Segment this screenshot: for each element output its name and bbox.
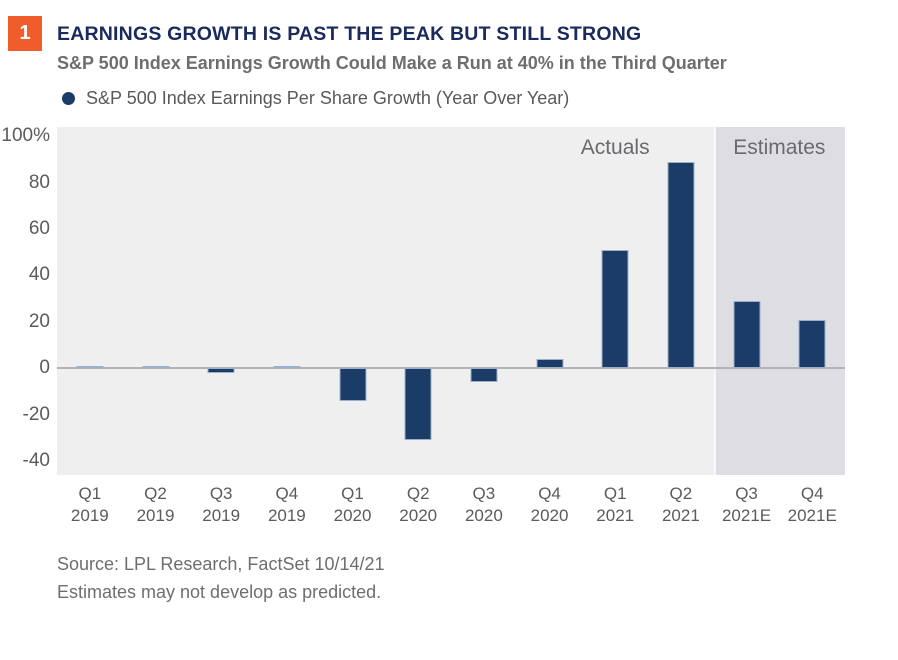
x-tick-q4-2021e: Q4 2021E [787,484,837,525]
figure-title: EARNINGS GROWTH IS PAST THE PEAK BUT STI… [57,23,642,45]
bar-q2-2021 [667,161,695,369]
x-tick-q2-2019: Q2 2019 [136,484,175,525]
bar-q3-2019 [207,368,235,373]
legend: S&P 500 Index Earnings Per Share Growth … [62,88,569,109]
disclaimer-line: Estimates may not develop as predicted. [57,581,382,602]
figure-number-badge: 1 [8,16,42,51]
x-tick-q2-2020: Q2 2020 [399,484,438,525]
x-tick-q1-2019: Q1 2019 [70,484,109,525]
bar-q1-2019 [76,365,104,369]
x-tick-q3-2019: Q3 2019 [202,484,241,525]
x-axis-ticks: Q1 2019 Q2 2019 Q3 2019 Q4 2019 Q1 2020 Q2 2020 Q3 20… [57,483,845,527]
zero-axis-line [57,367,845,370]
chart-plot-area: Actuals Estimates [57,127,845,475]
bar-q2-2020 [404,368,432,441]
bar-q2-2019 [142,365,169,369]
y-tick-0: 0 [39,357,50,379]
x-tick-q4-2019: Q4 2019 [267,484,306,525]
x-tick-q1-2020: Q1 2020 [333,484,372,525]
bar-q4-2021e [798,319,826,369]
x-tick-q1-2021: Q1 2021 [596,484,635,525]
y-tick-40: 40 [28,264,50,286]
source-line: Source: LPL Research, FactSet 10/14/21 [57,554,385,574]
source-note: Source: LPL Research, FactSet 10/14/21 E… [57,551,385,607]
y-tick-20: 20 [28,310,50,332]
x-tick-q2-2021: Q2 2021 [661,484,700,525]
figure-subtitle: S&P 500 Index Earnings Growth Could Make… [57,53,727,73]
actuals-region-label: Actuals [580,136,650,159]
estimates-region-label: Estimates [733,136,826,159]
y-axis-ticks: 100% 80 60 40 20 0 -20 -40 [0,125,50,475]
bar-q3-2020 [470,368,498,383]
bar-q3-2021e [733,301,760,369]
x-tick-q4-2020: Q4 2020 [530,484,569,525]
legend-label: S&P 500 Index Earnings Per Share Growth … [86,88,570,108]
bar-q4-2020 [536,359,563,369]
legend-marker-dot [62,92,75,105]
x-tick-q3-2021e: Q3 2021E [721,484,772,525]
bar-q4-2019 [273,365,301,369]
y-tick-60: 60 [28,218,50,240]
y-tick-100: 100% [1,125,50,147]
y-tick--20: -20 [22,403,50,425]
x-tick-q3-2020: Q3 2020 [464,484,503,525]
y-tick-80: 80 [28,171,50,193]
bar-q1-2021 [601,249,629,369]
y-tick--40: -40 [22,450,50,472]
bar-q1-2020 [339,368,366,401]
